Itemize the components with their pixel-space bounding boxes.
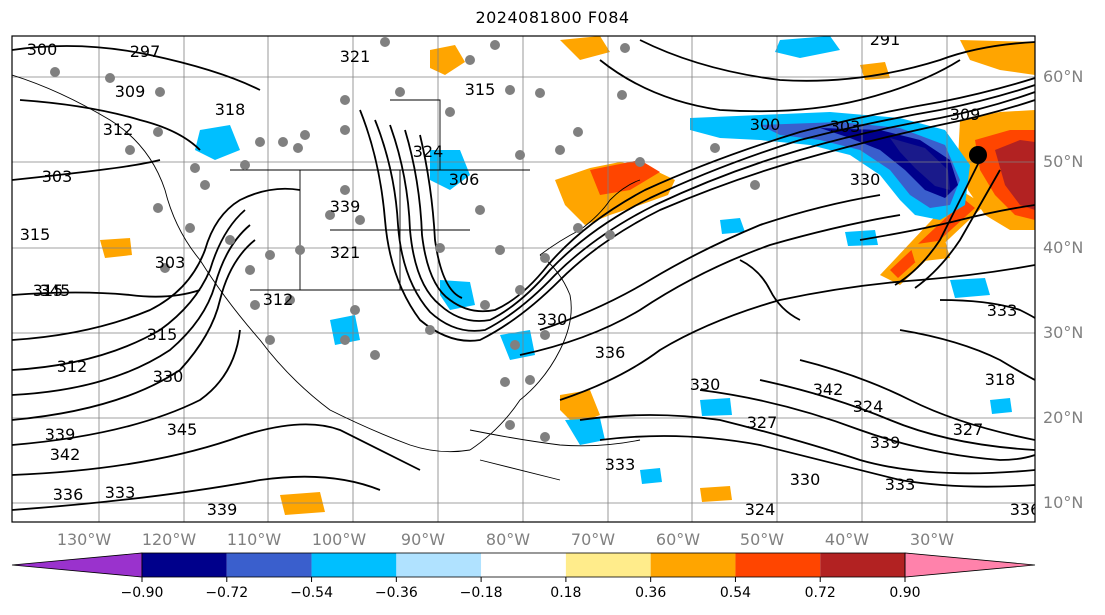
map-title: 2024081800 F084	[475, 8, 630, 27]
contour-label: 315	[33, 281, 64, 300]
contour-label: 336	[53, 485, 84, 504]
colorbar-tick-label: 0.72	[805, 585, 836, 601]
lon-label: 30°W	[910, 530, 954, 549]
marker-point	[969, 146, 987, 164]
contour-label: 303	[42, 167, 73, 186]
contour-label: 339	[870, 433, 901, 452]
contour-label: 324	[413, 142, 444, 161]
contour-label: 321	[340, 47, 371, 66]
colorbar-tick-label: −0.90	[121, 585, 164, 601]
shaded-field	[100, 36, 1035, 515]
contour-label: 336	[595, 343, 626, 362]
contours	[12, 39, 1035, 511]
colorbar-tick-label: 0.54	[720, 585, 751, 601]
contour-label: 324	[745, 500, 776, 519]
colorbar-tick-label: −0.72	[205, 585, 248, 601]
map-border	[11, 35, 1036, 523]
colorbar-extend-min	[11, 552, 143, 578]
contour-label: 330	[690, 375, 721, 394]
lon-label: 80°W	[486, 530, 530, 549]
contour-label: 330	[153, 367, 184, 386]
contour-label: 306	[449, 170, 480, 189]
contour-label: 345	[40, 281, 71, 300]
contour-label: 321	[330, 243, 361, 262]
contour-label: 303	[830, 117, 861, 136]
colorbar-tick-label: −0.36	[375, 585, 418, 601]
colorbar-segment	[481, 553, 566, 577]
lon-label: 60°W	[656, 530, 700, 549]
contour-label: 309	[950, 105, 981, 124]
contour-label: 303	[155, 253, 186, 272]
contour-label: 291	[870, 30, 901, 49]
lon-label: 130°W	[57, 530, 112, 549]
colorbar-segment	[565, 553, 651, 577]
lon-label: 120°W	[142, 530, 197, 549]
colorbar-extend-max	[904, 552, 1036, 578]
map-plot-area: 300 2972913093183213153033123243063153393…	[12, 30, 1041, 522]
contour-label: 327	[747, 413, 778, 432]
contour-label: 339	[45, 425, 76, 444]
contour-label: 333	[605, 455, 636, 474]
lon-label: 110°W	[227, 530, 282, 549]
lat-label: 10°N	[1043, 493, 1083, 512]
contour-label: 333	[885, 475, 916, 494]
contour-label: 318	[215, 100, 246, 119]
contour-label: 315	[465, 80, 496, 99]
contour-label: 318	[985, 370, 1016, 389]
contour-label: 315	[147, 325, 178, 344]
contour-label: 312	[263, 290, 294, 309]
contour-label: 330	[790, 470, 821, 489]
lat-label: 30°N	[1043, 323, 1083, 342]
contour-label: 297	[130, 42, 161, 61]
colorbar-segment	[396, 553, 482, 577]
colorbar-segment	[735, 553, 821, 577]
contour-label: 312	[103, 120, 134, 139]
contour-label: 315	[20, 225, 51, 244]
contour-label: 342	[813, 380, 844, 399]
colorbar-segment	[650, 553, 736, 577]
contour-label: 330	[850, 170, 881, 189]
contour-label: 333	[105, 483, 136, 502]
contour-label: 309	[115, 82, 146, 101]
colorbar-segment	[311, 553, 397, 577]
lon-label: 40°W	[825, 530, 869, 549]
lon-label: 50°W	[740, 530, 784, 549]
lat-label: 50°N	[1043, 152, 1083, 171]
colorbar-tick-label: −0.54	[290, 585, 333, 601]
colorbar-segment	[142, 553, 227, 577]
contour-label: 300	[27, 40, 58, 59]
contour-label: 324	[853, 397, 884, 416]
colorbar-segment	[226, 553, 312, 577]
contour-label: 300	[750, 115, 781, 134]
longitude-labels: 130°W 120°W 110°W 100°W 90°W 80°W 70°W 60°W 50°W…	[57, 530, 954, 549]
lat-label: 20°N	[1043, 408, 1083, 427]
contour-label: 327	[953, 420, 984, 439]
colorbar-segment	[820, 553, 905, 577]
latitude-labels: 60°N 50°N 40°N 30°N 20°N 10°N	[1043, 67, 1083, 512]
contour-label: 330	[537, 310, 568, 329]
lon-label: 70°W	[571, 530, 615, 549]
colorbar-tick-label: 0.18	[550, 585, 581, 601]
colorbar-tick-label: 0.90	[889, 585, 920, 601]
contour-label: 345	[167, 420, 198, 439]
colorbar-tick-label: 0.36	[635, 585, 666, 601]
contour-labels: 300 2972913093183213153033123243063153393…	[20, 30, 1041, 519]
colorbar-frame	[141, 552, 906, 578]
colorbar-tick-label: −0.18	[460, 585, 503, 601]
lat-label: 60°N	[1043, 67, 1083, 86]
contour-label: 342	[50, 445, 81, 464]
colorbar: −0.90 −0.72 −0.54 −0.36 −0.18 0.18 0.36 0.54 0.7…	[11, 552, 1036, 601]
lat-label: 40°N	[1043, 238, 1083, 257]
contour-label: 339	[330, 197, 361, 216]
contour-label: 333	[987, 301, 1018, 320]
lon-label: 90°W	[401, 530, 445, 549]
contour-label: 312	[57, 357, 88, 376]
contour-label: 336	[1010, 500, 1041, 519]
station-dots	[50, 37, 760, 442]
lon-label: 100°W	[312, 530, 367, 549]
contour-label: 339	[207, 500, 238, 519]
